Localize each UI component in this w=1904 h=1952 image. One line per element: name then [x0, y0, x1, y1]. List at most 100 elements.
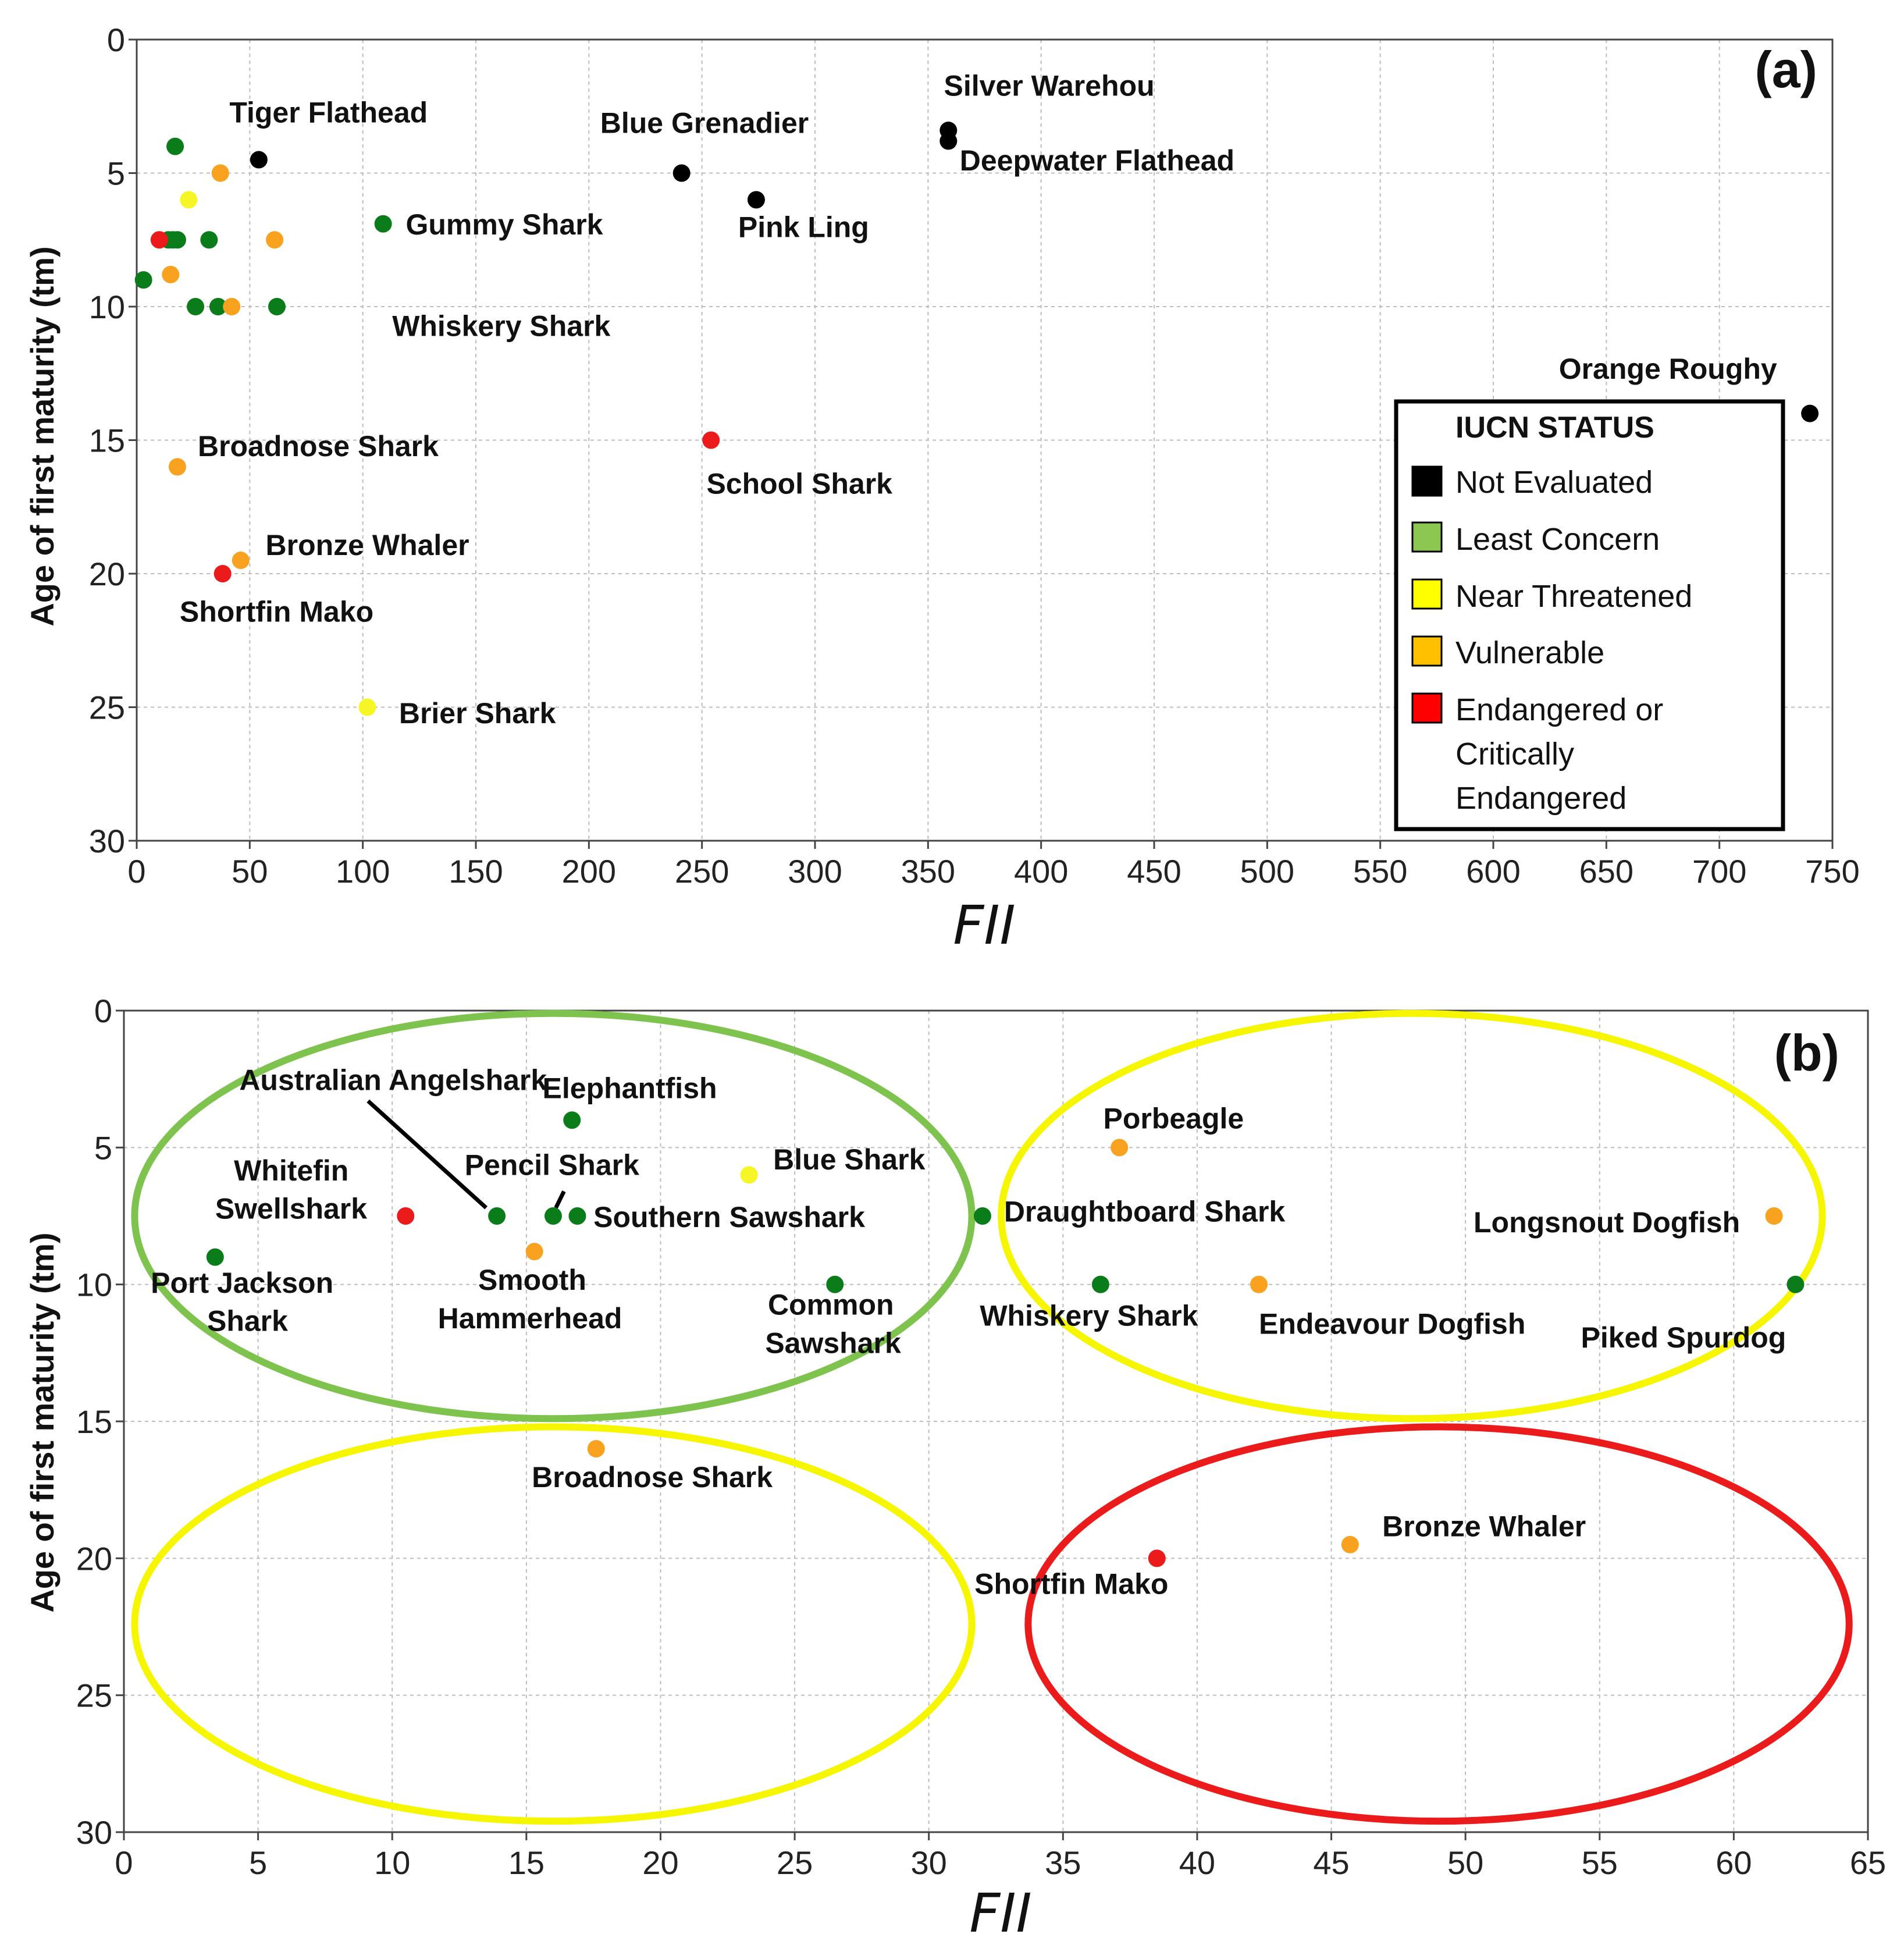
panel-a-label-brier-shark: Brier Shark	[399, 697, 556, 730]
panel-b-x-tick-label: 65	[1850, 1844, 1886, 1881]
panel-a-point-vulnerable	[266, 231, 284, 249]
panel-a-y-tick-label: 15	[89, 422, 125, 459]
panel-a-y-tick-label: 10	[89, 289, 125, 325]
panel-b-point-least-concern	[973, 1207, 991, 1225]
legend-label-least-concern: Least Concern	[1455, 522, 1660, 557]
panel-b-x-tick-label: 60	[1716, 1844, 1752, 1881]
panel-a-x-tick-label: 150	[449, 853, 503, 890]
legend-swatch-endangered	[1411, 692, 1443, 724]
panel-a-point-endangered	[213, 565, 232, 582]
panel-b-x-tick-label: 25	[777, 1844, 813, 1881]
panel-b-point-vulnerable	[587, 1440, 605, 1458]
panel-b-y-tick-label: 20	[76, 1540, 112, 1577]
panel-b-label-australian-angelshark: Australian Angelshark	[239, 1064, 547, 1096]
panel-b-x-tick-label: 50	[1447, 1844, 1483, 1881]
panel-b-label-piked-spurdog: Piked Spurdog	[1581, 1321, 1786, 1354]
panel-b-label-porbeagle: Porbeagle	[1103, 1102, 1244, 1135]
panel-a-labels: Tiger Flathead Blue Grenadier Silver Wareh…	[180, 69, 1777, 730]
panel-b-x-tick-label: 10	[374, 1844, 410, 1881]
legend-box	[1394, 399, 1785, 831]
panel-a-x-tick-label: 750	[1805, 853, 1859, 890]
panel-a-label-whiskery-shark: Whiskery Shark	[392, 310, 610, 342]
panel-a-y-axis-title: Age of first maturity (tm)	[24, 246, 60, 626]
panel-b-point-endangered	[1148, 1549, 1166, 1567]
panel-b-label-draughtboard-shark: Draughtboard Shark	[1004, 1195, 1286, 1228]
panel-b-label-smooth: Smooth	[478, 1264, 586, 1296]
panel-a-x-tick-label: 400	[1014, 853, 1068, 890]
panel-b-point-least-concern	[563, 1111, 581, 1129]
panel-a-label-pink-ling: Pink Ling	[738, 211, 869, 244]
panel-b-y-tick-label: 15	[76, 1403, 112, 1440]
panel-a-x-tick-label: 650	[1579, 853, 1633, 890]
panel-b-point-vulnerable	[1250, 1275, 1268, 1293]
panel-b-ticks: 0 5 10 15 20 25 30 35 40 45 50 55 60 65 0 5 10 15 20 25 30	[76, 993, 1886, 1881]
panel-b-x-tick-label: 40	[1179, 1844, 1215, 1881]
panel-b-label-whiskery-shark: Whiskery Shark	[980, 1299, 1198, 1332]
panel-b-leader-lines	[366, 1099, 566, 1210]
panel-a-label-tiger-flathead: Tiger Flathead	[229, 96, 428, 129]
panel-b-point-least-concern	[544, 1207, 562, 1225]
panel-b-label-longsnout-dogfish: Longsnout Dogfish	[1474, 1206, 1740, 1239]
panel-a-x-axis-title: FII	[953, 894, 1015, 957]
panel-a-label-shortfin-mako: Shortfin Mako	[180, 596, 373, 628]
panel-a-x-tick-label: 300	[788, 853, 842, 890]
panel-a-point-not-evaluated	[672, 164, 691, 182]
panel-a-point-least-concern	[209, 298, 227, 315]
panel-b-points	[206, 1111, 1805, 1567]
panel-a-point-least-concern	[268, 298, 286, 315]
panel-b-x-tick-label: 5	[249, 1844, 267, 1881]
panel-b-point-least-concern	[206, 1248, 224, 1266]
panel-a-label-gummy-shark: Gummy Shark	[406, 208, 603, 241]
legend-label-endangered: Endangered or Critically Endangered	[1455, 692, 1672, 816]
panel-b-ellipses	[131, 1009, 1853, 1825]
panel-b-label-blue-shark: Blue Shark	[773, 1143, 925, 1176]
panel-b-point-vulnerable	[525, 1243, 543, 1261]
panel-b-y-tick-label: 0	[94, 993, 112, 1029]
panel-b-label-common: Common	[768, 1288, 894, 1321]
legend-title: IUCN STATUS	[1455, 411, 1654, 445]
panel-b-point-vulnerable	[1765, 1207, 1783, 1225]
panel-b-x-tick-label: 35	[1045, 1844, 1081, 1881]
panel-b-leader-line	[554, 1190, 566, 1209]
panel-a-label-silver-warehou: Silver Warehou	[944, 69, 1155, 102]
panel-b-y-tick-label: 5	[94, 1129, 112, 1166]
panel-b-label-whitefin: Whitefin	[234, 1154, 348, 1187]
panel-b-y-tick-label: 30	[76, 1814, 112, 1851]
panel-a-point-vulnerable	[211, 164, 229, 182]
panel-b-label-southern-sawshark: Southern Sawshark	[593, 1201, 865, 1233]
panel-b-x-tick-label: 45	[1313, 1844, 1349, 1881]
panel-a-y-tick-label: 20	[89, 556, 125, 592]
panel-a-point-least-concern	[200, 231, 218, 249]
panel-a-point-vulnerable	[223, 298, 241, 315]
panel-a-point-not-evaluated	[939, 132, 958, 150]
panel-a-point-not-evaluated	[250, 151, 268, 169]
panel-b-point-near-threatened	[740, 1166, 758, 1184]
panel-b-y-axis-title: Age of first maturity (tm)	[24, 1232, 60, 1612]
panel-b-tag: (b)	[1774, 1024, 1839, 1082]
panel-a-point-not-evaluated	[747, 191, 765, 209]
legend-label-vulnerable: Vulnerable	[1455, 635, 1604, 670]
legend-label-near-threatened: Near Threatened	[1455, 579, 1692, 614]
panel-b-point-endangered	[397, 1207, 415, 1225]
panel-a-x-tick-label: 100	[336, 853, 390, 890]
panel-a-y-tick-label: 5	[107, 155, 125, 192]
panel-b-label-hammerhead: Hammerhead	[438, 1302, 622, 1335]
panel-a-point-least-concern	[166, 137, 184, 155]
panel-a-tag: (a)	[1754, 41, 1817, 98]
panel-b-x-tick-label: 0	[115, 1844, 133, 1881]
panel-a-label-orange-roughy: Orange Roughy	[1559, 353, 1777, 385]
panel-a-point-near-threatened	[180, 191, 198, 209]
panel-a-point-near-threatened	[358, 698, 376, 716]
panel-b-label-swellshark: Swellshark	[215, 1193, 367, 1225]
panel-a-y-tick-label: 0	[107, 22, 125, 58]
panel-a-point-vulnerable	[168, 458, 186, 476]
legend-label-endangered-line-3: Endangered	[1455, 781, 1627, 816]
panel-b-label-pencil-shark: Pencil Shark	[465, 1149, 639, 1181]
panel-b-point-vulnerable	[1341, 1535, 1359, 1553]
panel-a-x-tick-label: 200	[562, 853, 616, 890]
panel-b-label-elephantfish: Elephantfish	[543, 1072, 717, 1105]
panel-b-leader-line	[366, 1099, 488, 1210]
panel-b-label-broadnose-shark: Broadnose Shark	[532, 1461, 773, 1494]
legend-swatch-least-concern	[1411, 521, 1443, 553]
